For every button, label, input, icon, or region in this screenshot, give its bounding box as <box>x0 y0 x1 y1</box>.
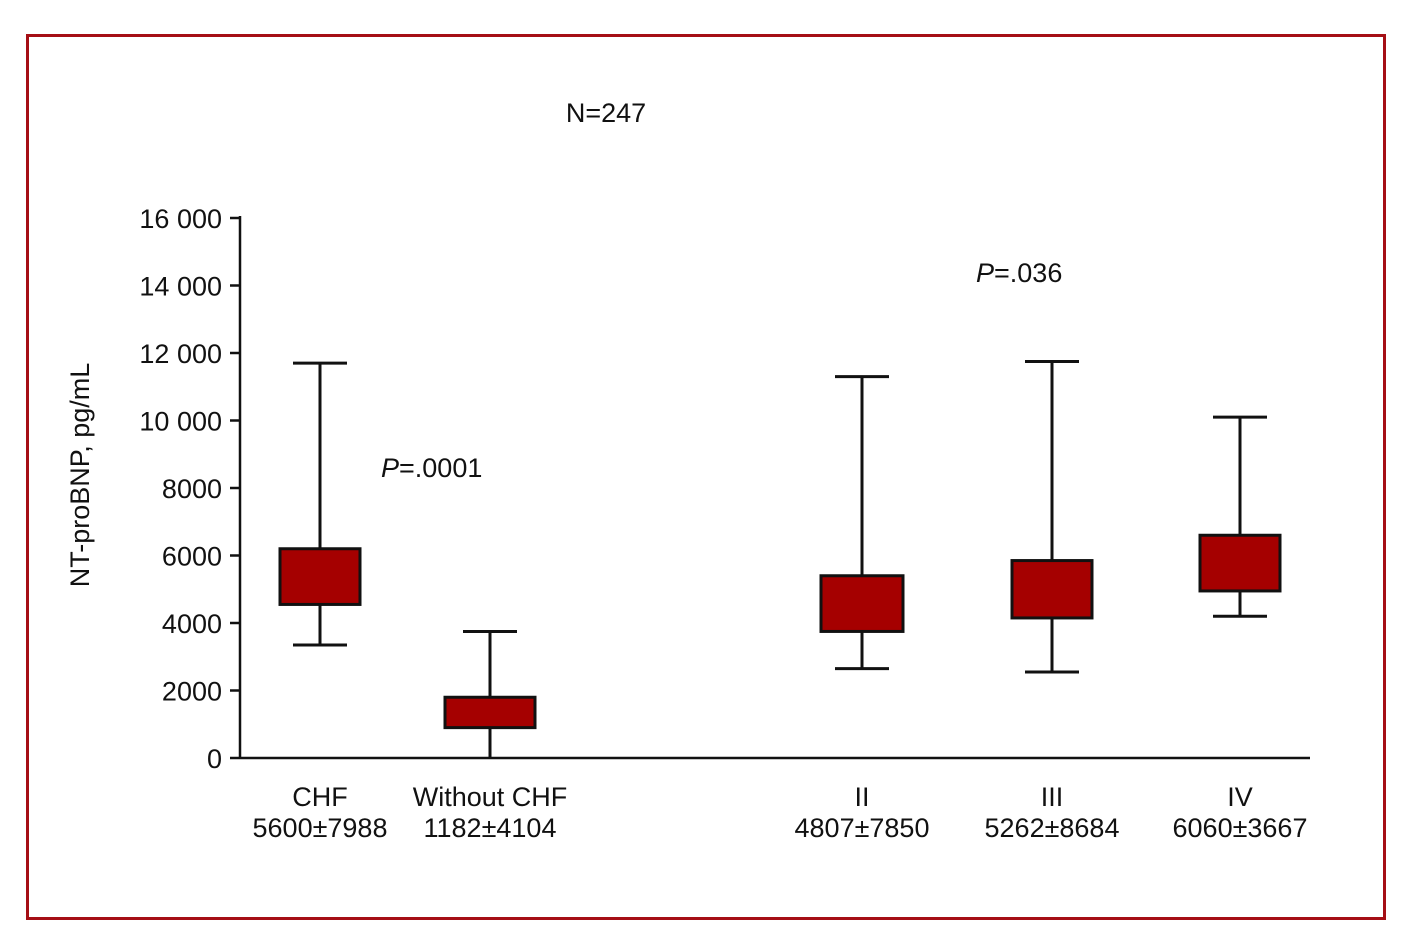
y-tick-label: 10 000 <box>139 407 222 437</box>
y-tick-label: 14 000 <box>139 272 222 302</box>
p-value-annotation-nyha: P=.036 <box>976 258 1062 288</box>
y-tick-label: 4000 <box>162 609 222 639</box>
chart-title: N=247 <box>566 98 646 128</box>
y-tick-label: 6000 <box>162 542 222 572</box>
box-iqr <box>1010 559 1094 620</box>
box-iqr <box>1198 533 1282 593</box>
y-tick-label: 8000 <box>162 474 222 504</box>
x-category-stat: 5600±7988 <box>253 813 388 843</box>
x-category-label: IV <box>1227 782 1253 812</box>
box-iqr <box>443 695 537 730</box>
y-axis-label: NT-proBNP, pg/mL <box>65 363 95 588</box>
box-iqr <box>819 574 905 633</box>
x-category-stat: 5262±8684 <box>985 813 1120 843</box>
x-category-stat: 1182±4104 <box>424 813 557 843</box>
box-iqr <box>278 547 362 606</box>
y-ticks: 0 2000 4000 6000 8000 10 000 12 000 14 000 16 00… <box>139 204 240 774</box>
x-category-stat: 6060±3667 <box>1173 813 1308 843</box>
y-tick-label: 12 000 <box>139 339 222 369</box>
figure-frame <box>26 34 1386 920</box>
boxes <box>278 359 1282 758</box>
y-tick-label: 0 <box>207 744 222 774</box>
x-category-label: II <box>854 782 869 812</box>
x-category-label: CHF <box>292 782 348 812</box>
p-value-annotation-chf: P=.0001 <box>381 453 482 483</box>
x-category-label: III <box>1041 782 1064 812</box>
y-tick-label: 16 000 <box>139 204 222 234</box>
y-tick-label: 2000 <box>162 677 222 707</box>
x-category-label: Without CHF <box>413 782 568 812</box>
x-category-stat: 4807±7850 <box>795 813 930 843</box>
